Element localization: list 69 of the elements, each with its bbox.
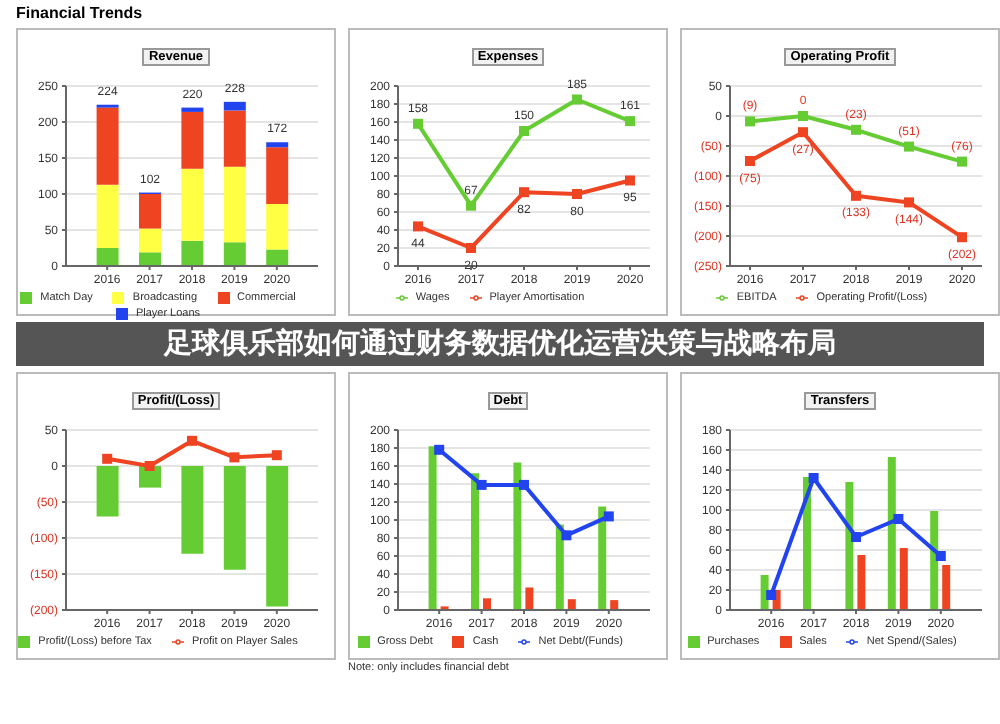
point	[798, 111, 808, 121]
bar	[223, 166, 246, 243]
bar	[96, 184, 119, 248]
bar	[942, 565, 951, 610]
bar	[223, 242, 246, 266]
point	[904, 141, 914, 152]
bar	[266, 204, 289, 250]
bar	[139, 194, 161, 229]
point	[187, 435, 197, 446]
bar	[887, 457, 896, 610]
point	[144, 461, 155, 471]
bar	[555, 524, 564, 610]
point	[625, 116, 635, 127]
point	[466, 243, 476, 253]
bar	[181, 111, 204, 169]
bar	[223, 110, 246, 167]
point	[851, 532, 861, 542]
point	[561, 530, 572, 541]
bar	[266, 147, 289, 205]
bar	[610, 600, 619, 610]
bar	[513, 462, 522, 610]
point	[893, 514, 904, 524]
bar	[471, 473, 479, 610]
bar	[139, 252, 161, 266]
point	[476, 479, 487, 490]
point	[466, 200, 476, 211]
bar	[181, 168, 204, 241]
text: 足球俱乐部如何通过财务数据优化运营决策与战略布局	[16, 322, 984, 366]
point	[519, 187, 529, 198]
bar	[428, 446, 437, 610]
point	[935, 551, 946, 561]
point	[229, 452, 240, 463]
point	[957, 232, 967, 243]
bar	[598, 506, 607, 610]
point	[519, 479, 529, 490]
point	[625, 175, 635, 186]
point	[766, 590, 777, 600]
bar	[266, 142, 289, 148]
bar	[223, 101, 246, 111]
text: Financial Trends	[16, 4, 145, 22]
point	[434, 444, 445, 455]
point	[904, 197, 914, 208]
point	[271, 450, 282, 461]
point	[745, 116, 755, 127]
bar	[96, 107, 119, 185]
bar	[266, 249, 289, 266]
point	[798, 127, 808, 138]
bar	[96, 248, 119, 266]
bar	[483, 598, 491, 610]
bar	[845, 482, 854, 610]
point	[572, 189, 582, 199]
point	[603, 511, 614, 522]
point	[957, 156, 967, 167]
bar	[899, 548, 908, 610]
bar	[567, 599, 576, 610]
bar	[525, 587, 534, 610]
point	[851, 190, 861, 201]
bar	[930, 511, 939, 610]
point	[808, 473, 819, 483]
point	[413, 118, 423, 129]
point	[851, 124, 861, 135]
point	[745, 156, 755, 166]
point	[102, 453, 113, 464]
point	[413, 221, 423, 232]
bar	[857, 555, 866, 610]
point	[572, 94, 582, 105]
bar	[181, 240, 204, 266]
point	[519, 126, 529, 136]
bar	[139, 228, 161, 253]
